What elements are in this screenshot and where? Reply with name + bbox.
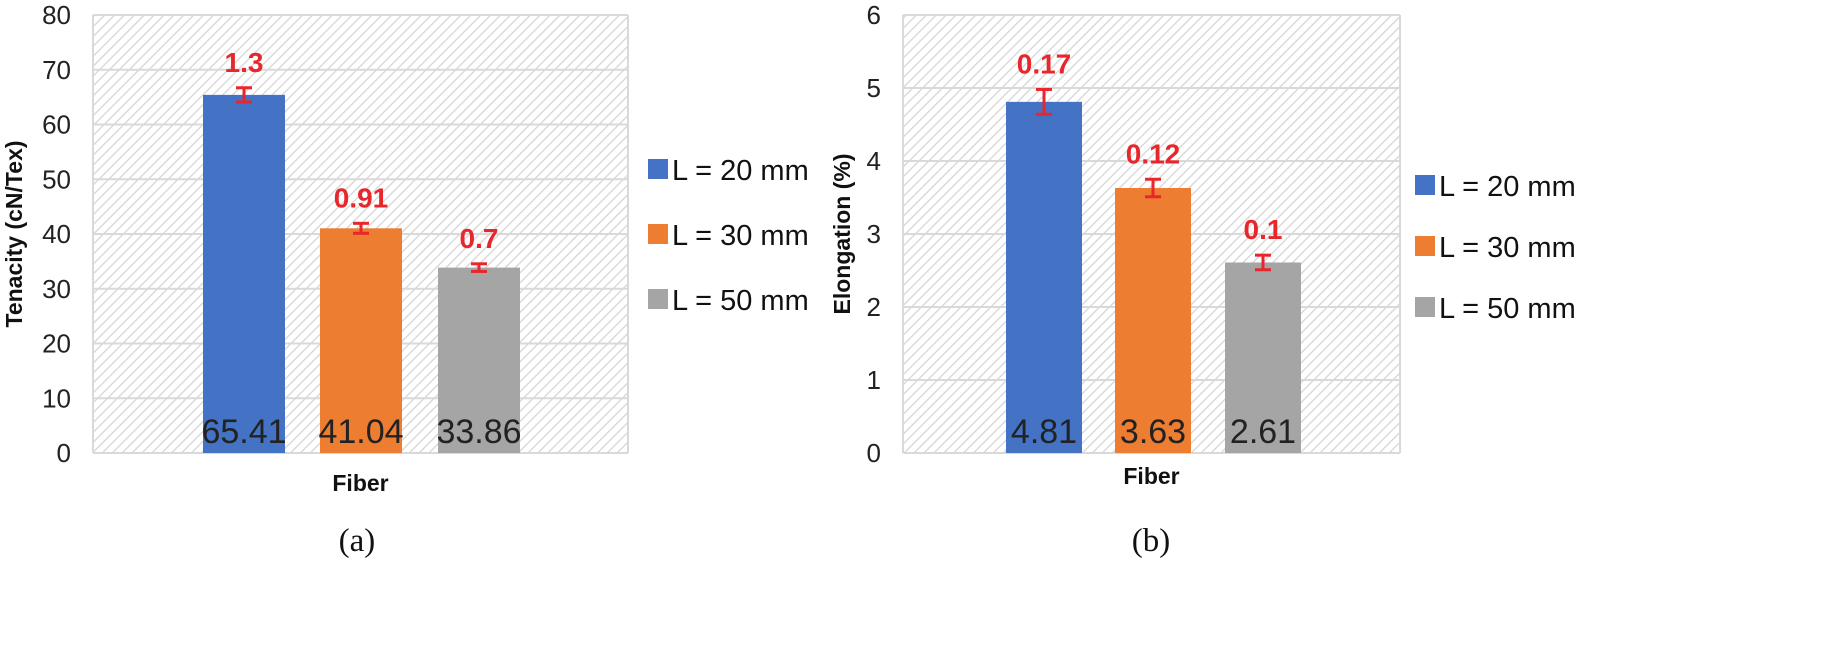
data-label: 41.04 bbox=[318, 413, 403, 451]
legend-swatch bbox=[1415, 175, 1435, 195]
bar bbox=[320, 228, 402, 453]
tenacity-chart: 0 10 20 30 40 50 60 70 80 1.3 65.41 L = 20 mm 0.91 41… bbox=[1, 0, 809, 559]
y-tick-label: 30 bbox=[42, 274, 71, 304]
x-axis-title: Fiber bbox=[1123, 463, 1179, 489]
legend-swatch bbox=[648, 159, 668, 179]
data-label: 2.61 bbox=[1230, 413, 1296, 451]
legend-label: L = 20 mm bbox=[1439, 171, 1576, 203]
error-label: 0.17 bbox=[1017, 48, 1072, 79]
y-tick-label: 60 bbox=[42, 110, 71, 140]
legend-swatch bbox=[1415, 297, 1435, 317]
y-tick-label: 40 bbox=[42, 219, 71, 249]
y-tick-label: 0 bbox=[867, 438, 881, 468]
y-tick-label: 4 bbox=[867, 146, 881, 176]
y-tick-label: 1 bbox=[867, 365, 881, 395]
y-tick-label: 0 bbox=[57, 438, 71, 468]
error-label: 0.1 bbox=[1244, 214, 1283, 245]
bar bbox=[438, 267, 520, 453]
y-tick-label: 5 bbox=[867, 73, 881, 103]
bar bbox=[1006, 101, 1082, 454]
error-label: 0.7 bbox=[460, 223, 499, 254]
legend-label: L = 50 mm bbox=[672, 285, 809, 317]
error-label: 0.12 bbox=[1126, 138, 1181, 169]
error-label: 1.3 bbox=[225, 47, 264, 78]
error-label: 0.91 bbox=[334, 182, 389, 213]
y-tick-label: 20 bbox=[42, 329, 71, 359]
legend-label: L = 30 mm bbox=[1439, 232, 1576, 264]
legend-label: L = 50 mm bbox=[1439, 293, 1576, 325]
y-tick-label: 2 bbox=[867, 292, 881, 322]
legend-label: L = 30 mm bbox=[672, 220, 809, 252]
y-tick-label: 50 bbox=[42, 164, 71, 194]
legend-swatch bbox=[648, 224, 668, 244]
y-tick-label: 80 bbox=[42, 0, 71, 30]
y-tick-label: 6 bbox=[867, 0, 881, 30]
bar bbox=[203, 94, 285, 453]
y-axis-title: Tenacity (cN/Tex) bbox=[1, 140, 27, 327]
legend-swatch bbox=[1415, 236, 1435, 256]
bar bbox=[1115, 188, 1191, 453]
legend-label: L = 20 mm bbox=[672, 155, 809, 187]
bar bbox=[1225, 262, 1301, 453]
x-axis-title: Fiber bbox=[332, 470, 388, 496]
y-axis-title: Elongation (%) bbox=[829, 154, 855, 315]
figure-caption: (b) bbox=[1132, 523, 1170, 559]
figure-caption: (a) bbox=[339, 523, 376, 559]
y-tick-label: 3 bbox=[867, 219, 881, 249]
data-label: 65.41 bbox=[201, 413, 286, 451]
legend-swatch bbox=[648, 289, 668, 309]
data-label: 33.86 bbox=[436, 413, 521, 451]
elongation-chart: 0 1 2 3 4 5 6 0.17 4.81 L = 20 mm 0.12 3.63 L = 30 m… bbox=[829, 0, 1576, 559]
y-tick-label: 10 bbox=[42, 383, 71, 413]
y-tick-label: 70 bbox=[42, 55, 71, 85]
data-label: 4.81 bbox=[1011, 413, 1077, 451]
data-label: 3.63 bbox=[1120, 413, 1186, 451]
